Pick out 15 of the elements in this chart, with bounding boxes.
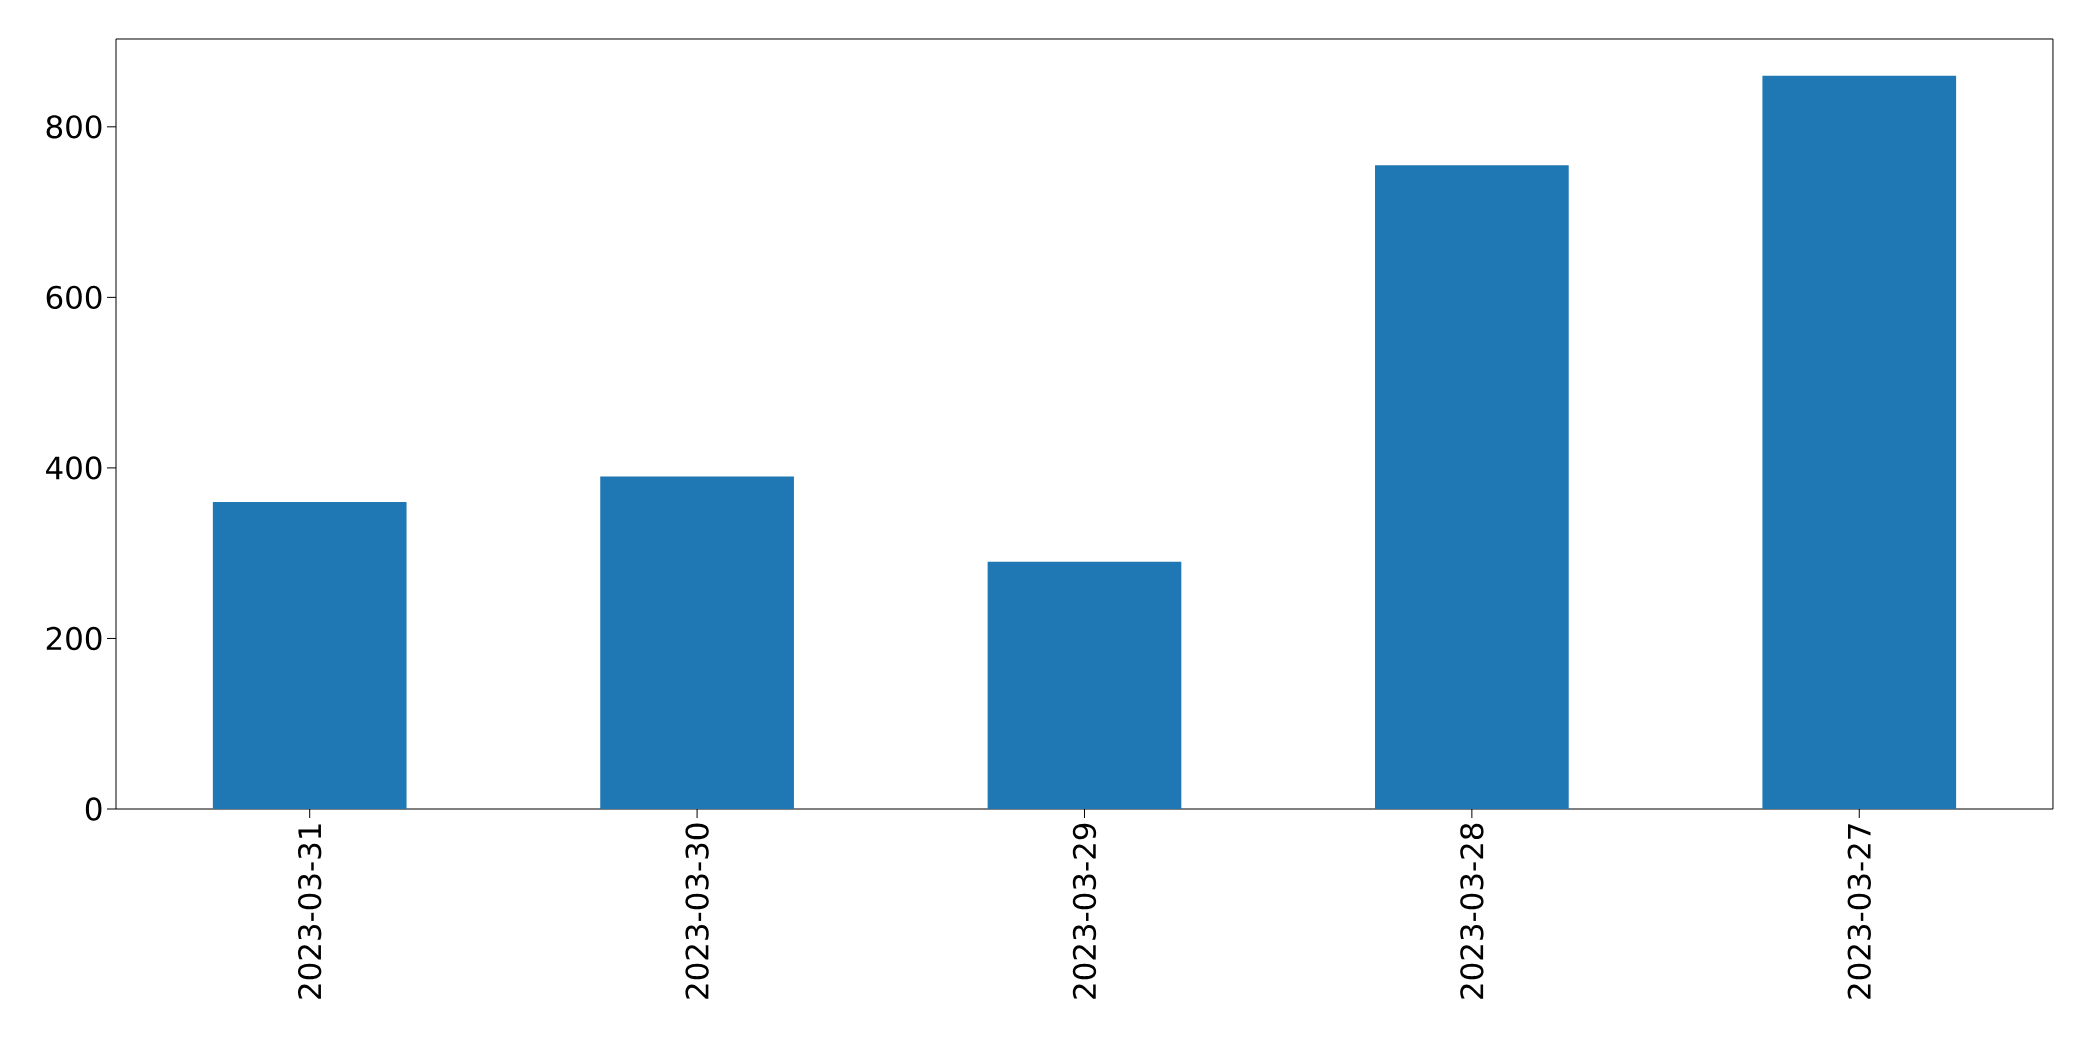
x-tick-label: 2023-03-31 [298, 824, 322, 999]
bar [1375, 165, 1569, 809]
y-tick-label: 400 [46, 456, 102, 480]
y-tick-label: 600 [46, 285, 102, 310]
bar [1762, 75, 1957, 809]
bar [987, 561, 1182, 809]
y-tick-label: 0 [85, 797, 102, 821]
y-tick-label: 800 [46, 115, 102, 139]
y-tick-label: 200 [46, 626, 102, 651]
x-tick-label: 2023-03-28 [1460, 823, 1484, 999]
x-tick-label: 2023-03-29 [1072, 823, 1097, 999]
bar [600, 476, 794, 809]
x-tick-label: 2023-03-30 [685, 823, 709, 999]
x-tick-label: 2023-03-27 [1847, 824, 1871, 999]
bar [212, 502, 407, 809]
